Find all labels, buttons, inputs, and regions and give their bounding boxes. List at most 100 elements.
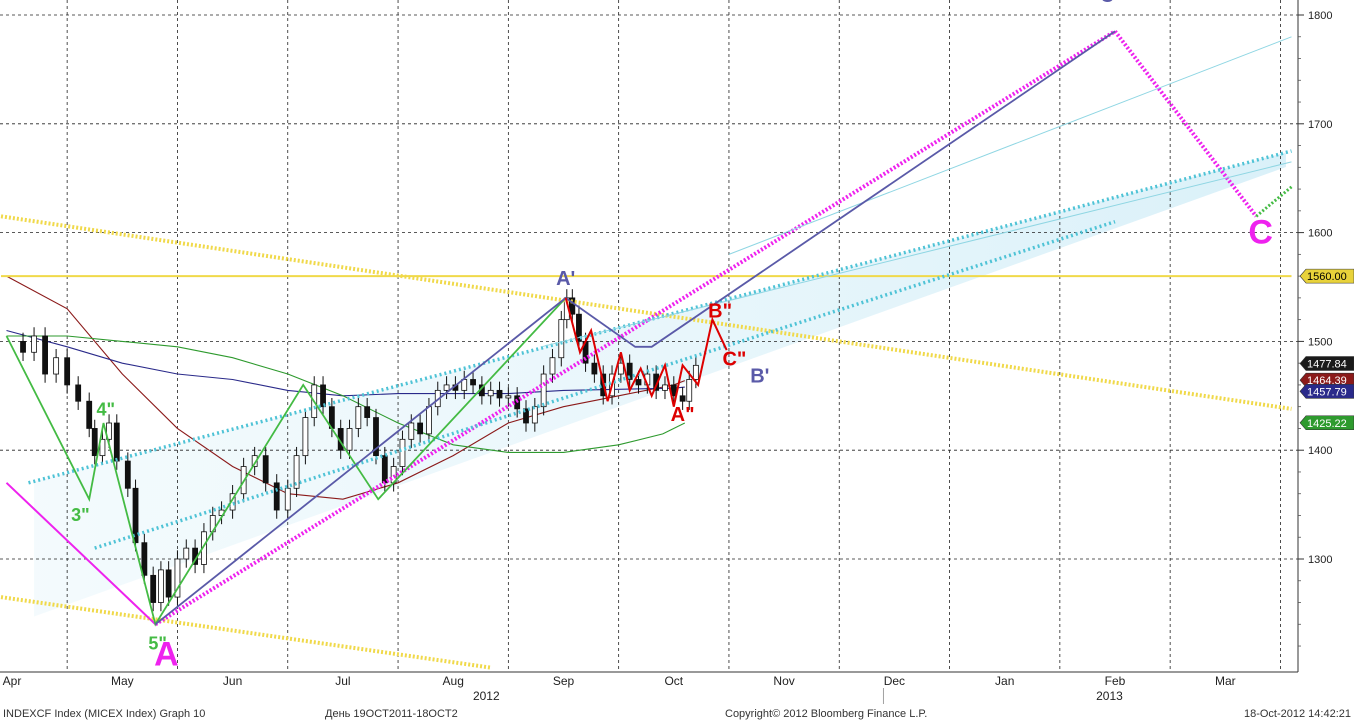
wave-path — [564, 297, 728, 407]
price-candle-body — [549, 357, 556, 375]
price-candle-body — [569, 297, 576, 315]
price-candle-body — [124, 460, 131, 489]
price-candle-body — [302, 417, 309, 457]
price-candle-body — [576, 313, 582, 342]
x-tick-label: Apr — [3, 674, 22, 688]
price-candle-body — [158, 569, 164, 603]
y-tick-label: 1500 — [1308, 336, 1332, 348]
price-candle-body — [617, 362, 624, 375]
price-candle-body — [320, 384, 326, 408]
price-candle-body — [174, 558, 181, 598]
price-candle-body — [662, 384, 668, 391]
price-candle-body — [558, 319, 565, 359]
trend-line — [0, 595, 493, 670]
trend-line — [5, 482, 157, 626]
price-candle-body — [132, 487, 139, 544]
price-label-box — [1299, 415, 1354, 431]
price-candle-body — [99, 438, 106, 457]
wave-label: 5" — [148, 633, 167, 653]
y-tick-label: 1300 — [1308, 554, 1332, 566]
price-candle-body — [91, 428, 98, 457]
y-tick-label: 1400 — [1308, 445, 1332, 457]
price-label-text: 1477.84 — [1307, 359, 1347, 371]
wave-label: A" — [671, 404, 695, 426]
price-candle-body — [523, 408, 529, 424]
price-candle-body — [626, 362, 633, 380]
wave-label: A' — [556, 268, 575, 290]
trend-line — [728, 36, 1292, 255]
wave-label: B" — [708, 300, 732, 322]
wave-label: B' — [750, 366, 769, 388]
x-tick-label: Nov — [773, 674, 794, 688]
price-candle-body — [42, 335, 48, 375]
price-candle-body — [141, 542, 148, 576]
x-tick-label: Jul — [335, 674, 350, 688]
price-candle-body — [505, 395, 512, 399]
price-candle-body — [373, 417, 379, 457]
trend-line — [0, 214, 1292, 411]
y-tick-label: 1700 — [1308, 119, 1332, 131]
price-candle-body — [113, 422, 120, 462]
price-candle-body — [686, 379, 693, 402]
y-tick-label: 1600 — [1308, 228, 1332, 240]
price-candle-body — [381, 455, 388, 484]
trend-line — [94, 220, 1116, 550]
price-candle-body — [284, 487, 291, 511]
price-candle-body — [417, 422, 424, 435]
price-candle-body — [399, 438, 406, 467]
price-candle-body — [470, 379, 476, 386]
price-label: 1477.84 — [1299, 356, 1354, 371]
price-label: 1457.79 — [1299, 384, 1354, 399]
x-tick-label: Aug — [443, 674, 464, 688]
price-candle-body — [150, 574, 157, 603]
wave-label: C' — [1100, 0, 1119, 7]
price-candle-body — [591, 362, 598, 375]
wave-label: A — [154, 636, 179, 674]
price-candle-body — [443, 384, 450, 391]
wave-label: 3" — [71, 505, 90, 525]
wave-label: B — [1130, 0, 1155, 7]
price-label-box — [1299, 268, 1354, 284]
x-tick-label: Oct — [664, 674, 683, 688]
price-candle-body — [364, 406, 371, 418]
x-year-label: 2013 — [1096, 689, 1123, 703]
price-candle-body — [487, 389, 494, 397]
wave-label: C" — [722, 348, 746, 370]
wave-path — [154, 30, 1116, 626]
trend-line — [154, 29, 1117, 627]
price-candle-body — [53, 357, 60, 375]
price-label-box — [1299, 384, 1354, 399]
price-candle-body — [106, 422, 112, 440]
y-tick-label: 1800 — [1308, 10, 1332, 22]
price-candle-body — [183, 547, 190, 560]
price-candle-body — [165, 569, 172, 598]
wave-label: 4" — [96, 399, 115, 419]
moving-average-line — [6, 335, 686, 453]
chart-copyright: Copyright© 2012 Bloomberg Finance L.P. — [725, 708, 927, 720]
price-candle-body — [64, 357, 71, 386]
wave-label: C — [1248, 213, 1273, 251]
price-label-text: 1457.79 — [1307, 386, 1347, 398]
chart-title: INDEXCF Index (MICEX Index) Graph 10 — [3, 708, 205, 720]
x-year-label: 2012 — [473, 689, 500, 703]
x-tick-label: Feb — [1105, 674, 1126, 688]
chart-timestamp: 18-Oct-2012 14:42:21 — [1244, 708, 1351, 720]
price-candle-body — [496, 389, 503, 399]
trend-line — [541, 161, 1292, 348]
price-candle-body — [20, 340, 26, 353]
price-candle-body — [86, 400, 93, 429]
price-candle-body — [540, 373, 547, 408]
trend-line — [1113, 30, 1258, 218]
x-tick-label: Jun — [223, 674, 242, 688]
x-tick-label: Mar — [1215, 674, 1236, 688]
price-candle-body — [692, 364, 699, 380]
price-label-box — [1299, 356, 1354, 371]
price-candle-body — [408, 422, 415, 440]
price-candle-body — [75, 384, 82, 402]
x-tick-label: May — [111, 674, 134, 688]
x-tick-label: Dec — [884, 674, 905, 688]
x-tick-label: Jan — [995, 674, 1014, 688]
price-candle-body — [355, 406, 362, 429]
